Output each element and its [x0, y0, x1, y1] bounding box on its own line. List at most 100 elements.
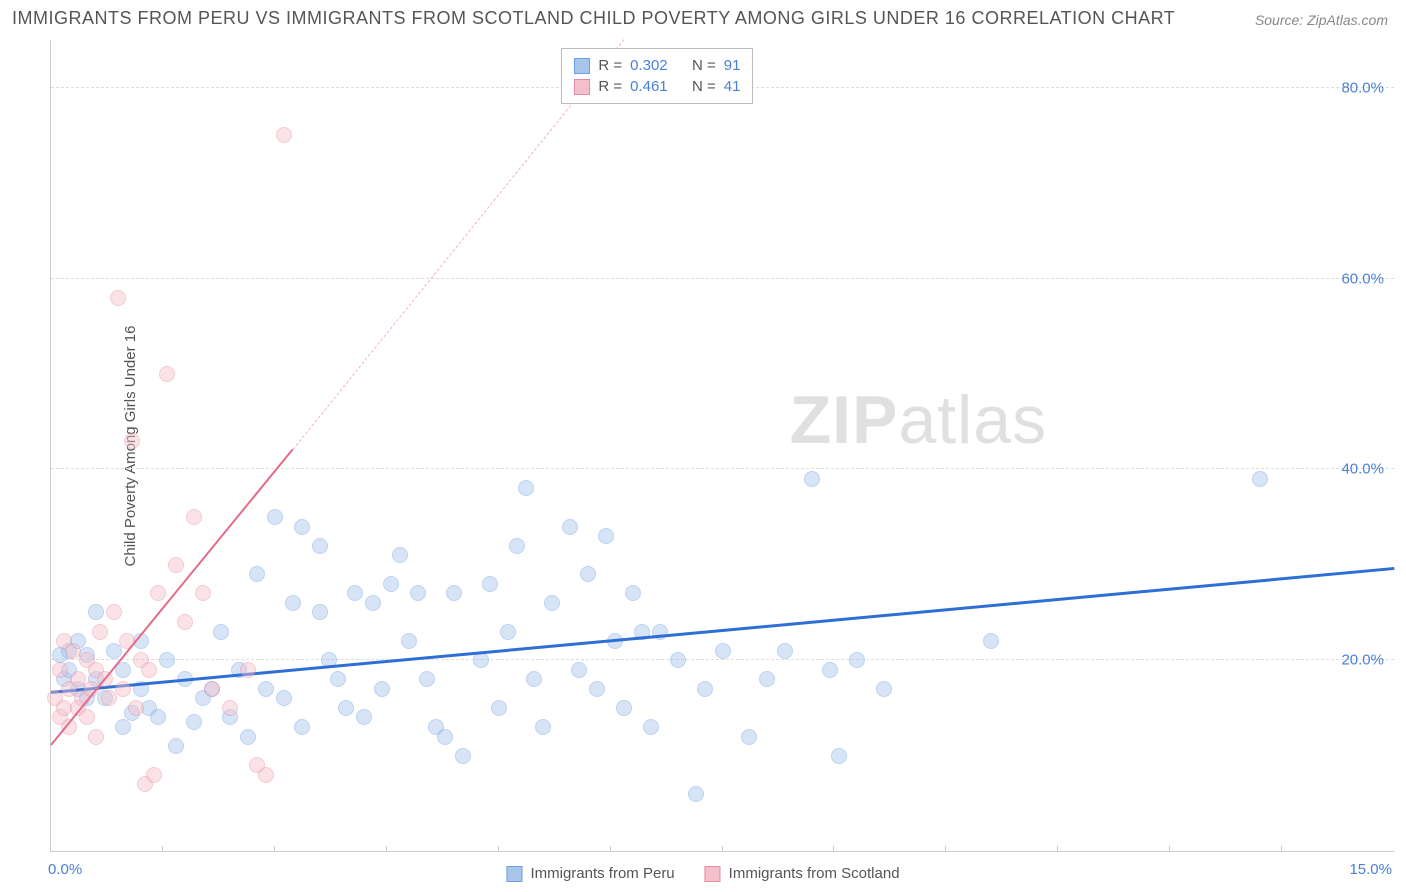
- x-tick-mark: [498, 846, 499, 852]
- data-point: [159, 366, 175, 382]
- data-point: [625, 585, 641, 601]
- watermark: ZIPatlas: [790, 381, 1047, 459]
- legend-swatch: [574, 79, 590, 95]
- data-point: [312, 538, 328, 554]
- x-tick-mark: [833, 846, 834, 852]
- data-point: [119, 633, 135, 649]
- data-point: [204, 681, 220, 697]
- r-value: 0.302: [630, 57, 668, 74]
- data-point: [150, 585, 166, 601]
- data-point: [330, 671, 346, 687]
- data-point: [88, 729, 104, 745]
- data-point: [697, 681, 713, 697]
- data-point: [876, 681, 892, 697]
- y-tick-label: 20.0%: [1341, 652, 1384, 669]
- data-point: [285, 595, 301, 611]
- data-point: [688, 786, 704, 802]
- x-tick-mark: [1057, 846, 1058, 852]
- data-point: [258, 681, 274, 697]
- x-tick-mark: [386, 846, 387, 852]
- data-point: [822, 662, 838, 678]
- data-point: [473, 652, 489, 668]
- data-point: [124, 433, 140, 449]
- data-point: [258, 767, 274, 783]
- y-tick-label: 60.0%: [1341, 270, 1384, 287]
- legend-label: Immigrants from Scotland: [729, 865, 900, 882]
- gridline: [51, 468, 1394, 469]
- r-label: R =: [598, 57, 622, 74]
- data-point: [294, 519, 310, 535]
- data-point: [526, 671, 542, 687]
- x-tick-label: 15.0%: [1349, 861, 1392, 878]
- data-point: [616, 700, 632, 716]
- data-point: [213, 624, 229, 640]
- data-point: [849, 652, 865, 668]
- data-point: [589, 681, 605, 697]
- data-point: [365, 595, 381, 611]
- gridline: [51, 659, 1394, 660]
- data-point: [276, 690, 292, 706]
- data-point: [419, 671, 435, 687]
- gridline: [51, 278, 1394, 279]
- data-point: [52, 662, 68, 678]
- data-point: [338, 700, 354, 716]
- x-tick-mark: [610, 846, 611, 852]
- data-point: [562, 519, 578, 535]
- data-point: [518, 480, 534, 496]
- data-point: [759, 671, 775, 687]
- data-point: [128, 700, 144, 716]
- data-point: [159, 652, 175, 668]
- legend-label: Immigrants from Peru: [530, 865, 674, 882]
- series-legend: Immigrants from Peru Immigrants from Sco…: [506, 865, 899, 882]
- scatter-chart: ZIPatlas 20.0%40.0%60.0%80.0%R =0.302 N …: [50, 40, 1394, 852]
- chart-title: IMMIGRANTS FROM PERU VS IMMIGRANTS FROM …: [12, 8, 1175, 29]
- data-point: [580, 566, 596, 582]
- data-point: [410, 585, 426, 601]
- data-point: [88, 604, 104, 620]
- data-point: [383, 576, 399, 592]
- legend-item-peru: Immigrants from Peru: [506, 865, 674, 882]
- data-point: [455, 748, 471, 764]
- data-point: [168, 557, 184, 573]
- data-point: [240, 662, 256, 678]
- legend-swatch: [506, 866, 522, 882]
- data-point: [92, 624, 108, 640]
- data-point: [146, 767, 162, 783]
- data-point: [446, 585, 462, 601]
- data-point: [374, 681, 390, 697]
- x-tick-mark: [162, 846, 163, 852]
- trend-line: [50, 449, 293, 746]
- correlation-legend: R =0.302 N =91R =0.461 N =41: [561, 48, 753, 104]
- data-point: [276, 127, 292, 143]
- data-point: [249, 566, 265, 582]
- data-point: [110, 290, 126, 306]
- x-tick-mark: [722, 846, 723, 852]
- data-point: [186, 714, 202, 730]
- data-point: [168, 738, 184, 754]
- watermark-light: atlas: [898, 382, 1047, 458]
- data-point: [177, 614, 193, 630]
- data-point: [670, 652, 686, 668]
- data-point: [544, 595, 560, 611]
- watermark-bold: ZIP: [790, 382, 899, 458]
- x-tick-mark: [945, 846, 946, 852]
- data-point: [347, 585, 363, 601]
- data-point: [437, 729, 453, 745]
- data-point: [598, 528, 614, 544]
- data-point: [643, 719, 659, 735]
- n-value: 91: [724, 57, 741, 74]
- y-tick-label: 80.0%: [1341, 79, 1384, 96]
- n-label: N =: [692, 78, 716, 95]
- data-point: [141, 662, 157, 678]
- x-tick-mark: [274, 846, 275, 852]
- data-point: [777, 643, 793, 659]
- data-point: [500, 624, 516, 640]
- correlation-row: R =0.461 N =41: [574, 76, 740, 97]
- data-point: [491, 700, 507, 716]
- data-point: [240, 729, 256, 745]
- correlation-row: R =0.302 N =91: [574, 55, 740, 76]
- r-label: R =: [598, 78, 622, 95]
- data-point: [392, 547, 408, 563]
- data-point: [356, 709, 372, 725]
- n-value: 41: [724, 78, 741, 95]
